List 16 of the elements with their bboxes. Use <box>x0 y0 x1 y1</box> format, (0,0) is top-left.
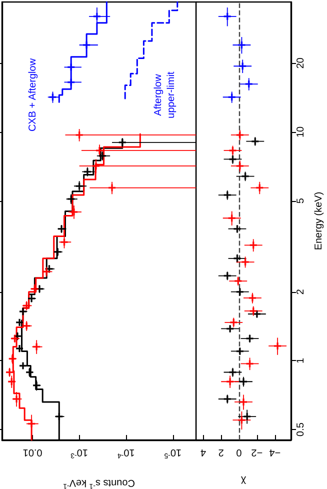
x-tick-label: 0.01 <box>22 446 42 458</box>
y-tick-label: 1 <box>296 357 306 364</box>
x-tick-label: 2 <box>218 446 224 458</box>
y-tick-label: 10 <box>296 126 306 138</box>
annotation: CXB + Afterglow <box>28 58 38 132</box>
y-tick-label: 20 <box>296 57 306 69</box>
y-axis-title: Energy (keV) <box>313 192 324 250</box>
x-tick-label: −2 <box>250 446 263 458</box>
annotation: Afterglow upper-limit <box>153 71 177 118</box>
x-tick-label: −4 <box>268 446 281 458</box>
y-tick-label: 5 <box>296 198 306 204</box>
y-tick-label: 0.5 <box>296 422 306 436</box>
x-tick-label: 0 <box>236 446 242 458</box>
x-tick-label: 4 <box>200 446 206 458</box>
y-tick-label: 2 <box>296 288 306 295</box>
x-axis-title: χ <box>240 476 246 486</box>
